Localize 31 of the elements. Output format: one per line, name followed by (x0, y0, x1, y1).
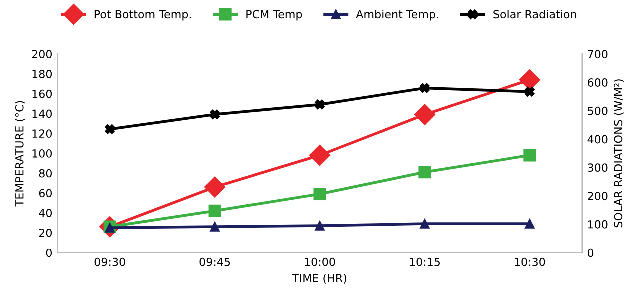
x-tick-label: 10:15 (410, 258, 440, 266)
y2-tick-label: 100 (588, 220, 608, 229)
y2-tick-label: 500 (588, 106, 608, 116)
y2-tick-label: 400 (588, 135, 608, 144)
legend-label: PCM Temp (246, 10, 302, 21)
legend-label: Ambient Temp. (356, 10, 438, 21)
y2-tick-label: 300 (588, 164, 608, 172)
x-axis-title: TIME (HR) (292, 274, 347, 284)
y2-tick-label: 0 (588, 248, 594, 258)
y-tick-label: 120 (32, 130, 52, 138)
y-tick-label: 80 (39, 169, 52, 178)
y-tick-label: 60 (39, 189, 52, 198)
x-tick-label: 10:30 (515, 258, 546, 266)
x-tick-label: 09:45 (200, 258, 230, 266)
y-tick-label: 0 (46, 248, 52, 258)
y-tick-label: 180 (32, 70, 52, 78)
y-axis-title: TEMPERATURE (°C) (15, 101, 26, 207)
y2-tick-label: 200 (588, 192, 608, 200)
y-tick-label: 160 (32, 90, 52, 98)
y-tick-label: 40 (39, 209, 52, 218)
y-tick-label: 100 (32, 149, 52, 158)
y2-tick-label: 600 (588, 78, 608, 87)
y2-tick-label: 700 (588, 50, 608, 59)
y-tick-label: 200 (32, 50, 52, 59)
x-tick-label: 09:30 (94, 258, 126, 266)
y2-axis-title: SOLAR RADIATIONS (W/M²) (614, 80, 624, 228)
legend-label: Solar Radiation (494, 10, 576, 19)
legend-label: Pot Bottom Temp. (94, 10, 192, 21)
x-tick-label: 10:00 (305, 258, 336, 266)
y-tick-label: 20 (39, 228, 52, 238)
y-tick-label: 140 (32, 110, 52, 118)
